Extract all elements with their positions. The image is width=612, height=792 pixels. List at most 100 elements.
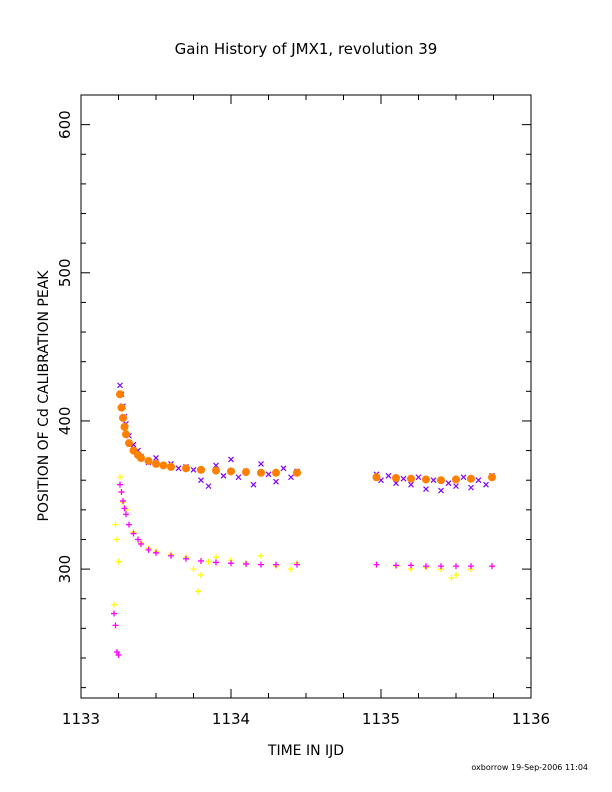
- data-point: [243, 560, 249, 567]
- data-point: [453, 483, 459, 490]
- data-point: [373, 561, 380, 568]
- data-point: [272, 468, 280, 477]
- data-point: [205, 483, 212, 490]
- data-point: [468, 563, 474, 570]
- chart-title: Gain History of JMX1, revolution 39: [175, 40, 438, 58]
- data-point: [183, 555, 189, 562]
- data-point: [288, 566, 294, 573]
- data-point: [483, 481, 489, 488]
- y-tick-label: 500: [56, 258, 74, 287]
- data-point: [385, 472, 392, 479]
- x-axis-label: TIME IN IJD: [267, 743, 344, 759]
- data-point: [288, 474, 294, 481]
- data-point: [235, 474, 242, 481]
- data-point: [227, 467, 235, 476]
- data-point: [423, 563, 429, 570]
- data-point: [408, 481, 414, 488]
- footer-credit: oxborrow 19-Sep-2006 11:04: [471, 763, 588, 772]
- data-point: [205, 558, 212, 565]
- data-point: [111, 601, 117, 608]
- data-point: [220, 472, 227, 479]
- x-tick-label: 1135: [362, 710, 400, 728]
- data-point: [153, 549, 159, 556]
- data-point: [294, 561, 300, 568]
- data-point: [126, 521, 132, 528]
- data-point: [273, 561, 279, 568]
- data-point: [372, 473, 381, 482]
- data-point: [250, 481, 257, 488]
- data-point: [159, 461, 168, 470]
- data-point: [438, 563, 444, 570]
- data-point: [228, 456, 234, 463]
- data-point: [114, 536, 120, 543]
- data-point: [453, 563, 459, 570]
- data-point: [118, 489, 125, 496]
- data-point: [445, 480, 452, 487]
- data-point: [190, 466, 197, 473]
- data-point: [182, 464, 190, 473]
- data-point: [144, 456, 153, 465]
- data-point: [448, 574, 455, 581]
- y-axis-label: POSITION OF Cd CALIBRATION PEAK: [36, 270, 52, 522]
- data-point: [195, 588, 201, 595]
- y-tick-label: 600: [56, 110, 74, 139]
- y-tick-label: 300: [56, 555, 74, 584]
- y-tick-label: 400: [56, 407, 74, 436]
- data-point: [489, 563, 495, 570]
- data-point: [198, 572, 204, 579]
- data-point: [115, 558, 122, 565]
- data-point: [115, 652, 122, 659]
- plot-frame: [80, 94, 532, 699]
- data-point: [393, 562, 399, 569]
- data-point: [111, 610, 117, 617]
- data-point: [488, 473, 496, 482]
- data-point: [198, 477, 204, 484]
- data-point: [258, 561, 264, 568]
- data-point: [407, 474, 415, 483]
- data-point: [400, 475, 407, 482]
- data-point: [120, 497, 126, 504]
- x-tick-label: 1134: [212, 710, 250, 728]
- data-point: [167, 462, 175, 471]
- data-point: [430, 477, 437, 484]
- data-point: [452, 475, 460, 484]
- data-point: [258, 552, 264, 559]
- data-point: [212, 466, 220, 475]
- data-point: [437, 476, 445, 485]
- data-point: [122, 430, 130, 439]
- data-point: [273, 478, 279, 485]
- data-point: [152, 459, 160, 468]
- data-point: [423, 486, 429, 493]
- data-point: [460, 474, 467, 481]
- data-point: [265, 471, 272, 478]
- data-point: [468, 484, 474, 491]
- data-point: [293, 468, 301, 477]
- data-point: [213, 554, 219, 561]
- data-point: [198, 557, 204, 564]
- data-point: [475, 477, 482, 484]
- data-point: [130, 530, 137, 537]
- data-point: [280, 465, 287, 472]
- data-point: [392, 473, 400, 482]
- data-point: [228, 560, 234, 567]
- data-point: [116, 390, 124, 399]
- data-point: [137, 453, 145, 462]
- data-point: [117, 474, 123, 481]
- data-point: [117, 382, 123, 389]
- data-point: [197, 465, 205, 474]
- data-point: [119, 413, 127, 422]
- data-point: [408, 562, 414, 569]
- data-point: [135, 536, 141, 543]
- data-point: [138, 540, 144, 547]
- data-point: [123, 511, 129, 518]
- data-point: [168, 552, 174, 559]
- data-point: [438, 487, 444, 494]
- data-point: [467, 474, 475, 483]
- data-point: [121, 505, 128, 512]
- data-point: [175, 465, 182, 472]
- data-point: [117, 403, 126, 412]
- data-point: [190, 566, 197, 573]
- data-marks: [111, 382, 496, 659]
- data-point: [453, 572, 459, 579]
